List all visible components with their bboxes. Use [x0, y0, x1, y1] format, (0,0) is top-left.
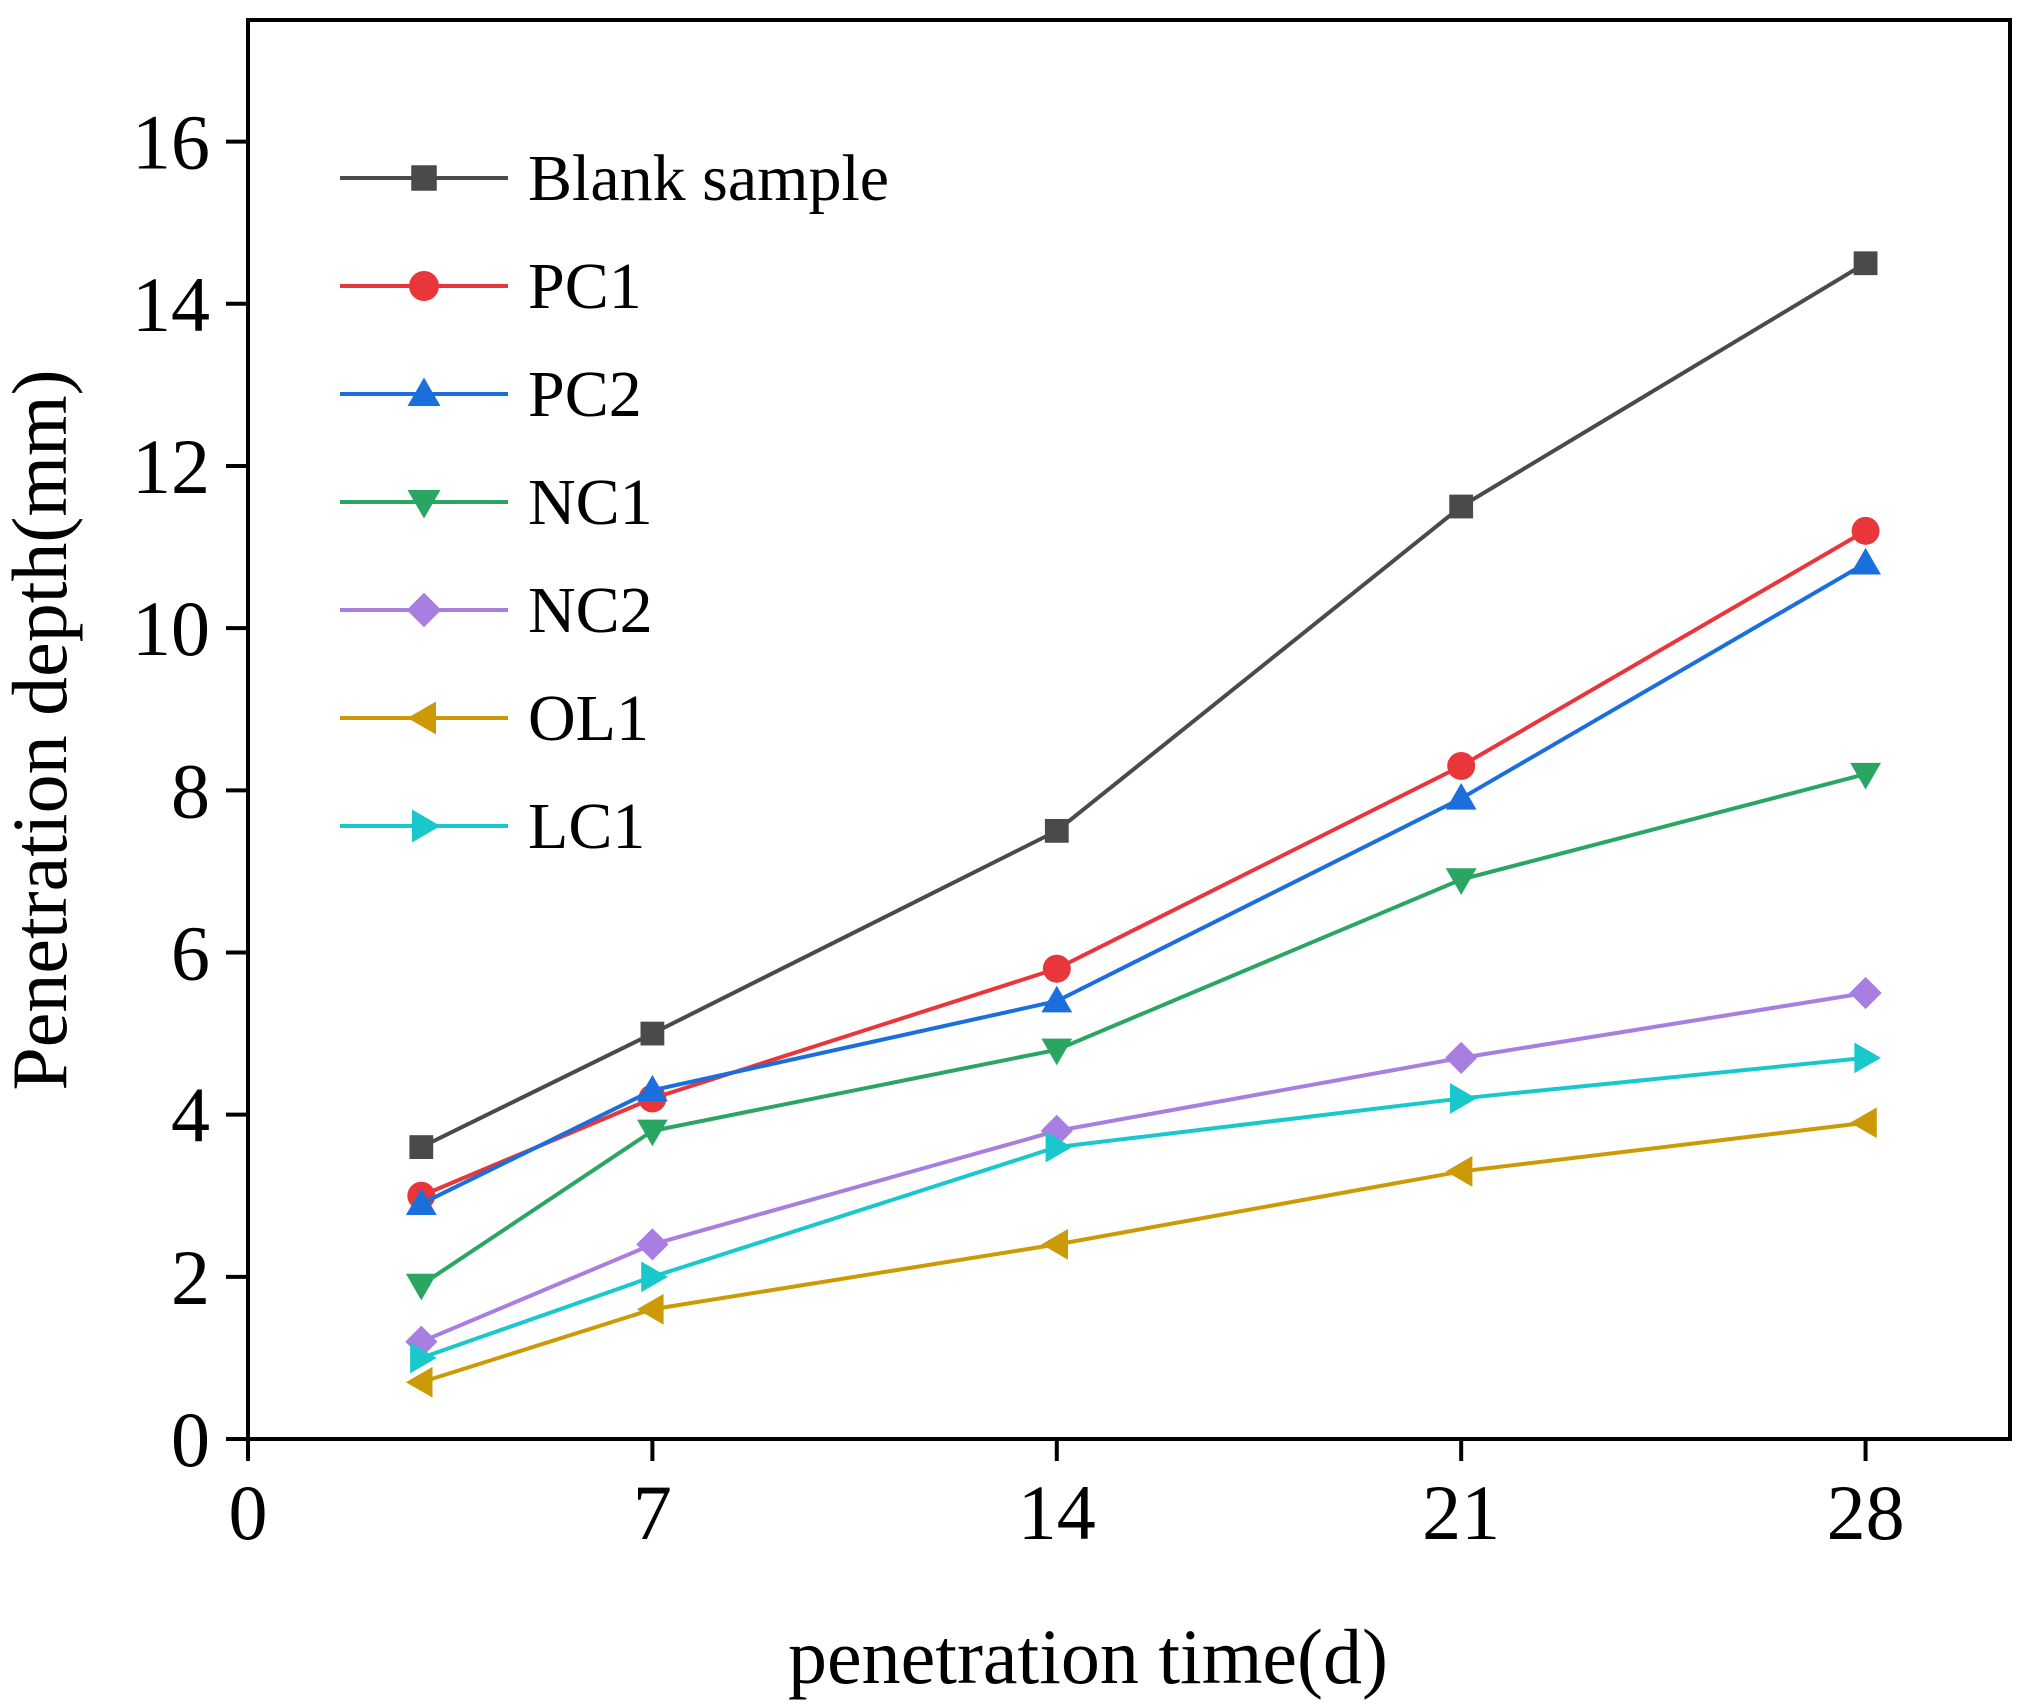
legend-marker — [407, 490, 441, 519]
y-tick-label: 2 — [171, 1234, 210, 1321]
data-point-lc1 — [1854, 1042, 1881, 1074]
data-point-pc2 — [1041, 985, 1073, 1013]
data-point-ol1 — [405, 1366, 433, 1398]
data-point-pc2 — [1445, 783, 1477, 810]
y-tick-label: 4 — [171, 1072, 210, 1159]
data-point-blank-sample — [409, 1135, 434, 1159]
series-line-nc2 — [420, 991, 1866, 1344]
series-layer — [405, 251, 1882, 1398]
data-point-nc2 — [1445, 1041, 1478, 1074]
data-point-lc1 — [1045, 1131, 1073, 1163]
x-tick-label: 7 — [633, 1469, 672, 1556]
legend-item-pc2: PC2 — [340, 358, 642, 431]
data-point-ol1 — [636, 1293, 664, 1325]
data-point-nc1 — [405, 1273, 437, 1301]
x-axis-title: penetration time(d) — [788, 1613, 1388, 1700]
y-tick-label: 6 — [171, 909, 210, 996]
legend-label: NC2 — [528, 574, 653, 647]
x-tick-label: 28 — [1827, 1469, 1905, 1556]
legend-item-pc1: PC1 — [340, 250, 642, 323]
legend-label: PC1 — [528, 250, 642, 323]
y-tick-label: 10 — [132, 585, 210, 672]
data-point-lc1 — [1449, 1083, 1477, 1114]
data-point-nc2 — [1849, 976, 1882, 1010]
data-point-lc1 — [641, 1261, 668, 1293]
data-point-nc2 — [1040, 1114, 1073, 1147]
series-nc1 — [405, 762, 1881, 1301]
y-tick-label: 12 — [132, 423, 210, 510]
legend-item-nc1: NC1 — [340, 466, 653, 539]
data-point-blank-sample — [1853, 251, 1878, 276]
data-point-nc2 — [636, 1228, 669, 1261]
legend-item-lc1: LC1 — [340, 790, 645, 863]
legend-marker — [407, 701, 436, 735]
y-tick-label: 8 — [171, 747, 210, 834]
legend-item-ol1: OL1 — [340, 682, 649, 755]
series-blank-sample — [409, 251, 1878, 1159]
data-point-nc1 — [1850, 762, 1881, 790]
x-tick-label: 0 — [229, 1469, 268, 1556]
legend-marker — [411, 165, 437, 191]
x-axis: 0 7 14 21 28 — [229, 1439, 1905, 1556]
y-axis: 0 2 4 6 8 10 12 14 16 — [132, 99, 248, 1483]
legend-marker — [412, 809, 441, 843]
x-tick-label: 21 — [1422, 1469, 1500, 1556]
x-tick-label: 14 — [1018, 1469, 1096, 1556]
data-point-lc1 — [410, 1342, 437, 1374]
legend-label: OL1 — [528, 682, 649, 755]
y-tick-label: 0 — [171, 1396, 210, 1483]
legend-item-nc2: NC2 — [340, 574, 653, 647]
legend-label: PC2 — [528, 358, 642, 431]
legend-marker — [407, 377, 441, 406]
data-point-pc2 — [405, 1188, 437, 1216]
legend-label: Blank sample — [528, 142, 889, 215]
data-point-pc2 — [1850, 547, 1881, 575]
plot-area-frame — [246, 18, 2012, 1441]
data-point-blank-sample — [1449, 494, 1474, 519]
legend-label: LC1 — [528, 790, 645, 863]
data-point-blank-sample — [1044, 818, 1069, 843]
data-point-nc1 — [636, 1119, 668, 1147]
data-point-nc1 — [1041, 1038, 1073, 1066]
y-tick-label: 16 — [132, 99, 210, 186]
data-point-ol1 — [1445, 1156, 1473, 1187]
data-point-pc1 — [1447, 751, 1476, 780]
legend-item-blank-sample: Blank sample — [340, 142, 889, 215]
legend-marker — [409, 271, 439, 301]
data-point-ol1 — [1850, 1107, 1877, 1139]
legend-label: NC1 — [528, 466, 653, 539]
data-point-pc1 — [1042, 954, 1071, 983]
series-pc2 — [405, 547, 1881, 1216]
y-axis-title: Penetration depth(mm) — [0, 369, 83, 1090]
data-point-ol1 — [1041, 1228, 1068, 1260]
data-point-nc1 — [1445, 868, 1477, 895]
data-point-pc1 — [1851, 516, 1880, 545]
series-nc2 — [405, 976, 1882, 1358]
series-pc1 — [407, 516, 1880, 1210]
y-tick-label: 14 — [132, 261, 210, 348]
legend-marker — [406, 592, 442, 628]
data-point-pc2 — [636, 1074, 668, 1102]
series-lc1 — [410, 1042, 1881, 1374]
data-point-blank-sample — [640, 1021, 665, 1046]
series-ol1 — [405, 1107, 1877, 1398]
legend: Blank sample PC1 PC2 NC1 NC2 OL1 LC1 — [340, 142, 889, 863]
series-line-pc2 — [420, 561, 1867, 1206]
